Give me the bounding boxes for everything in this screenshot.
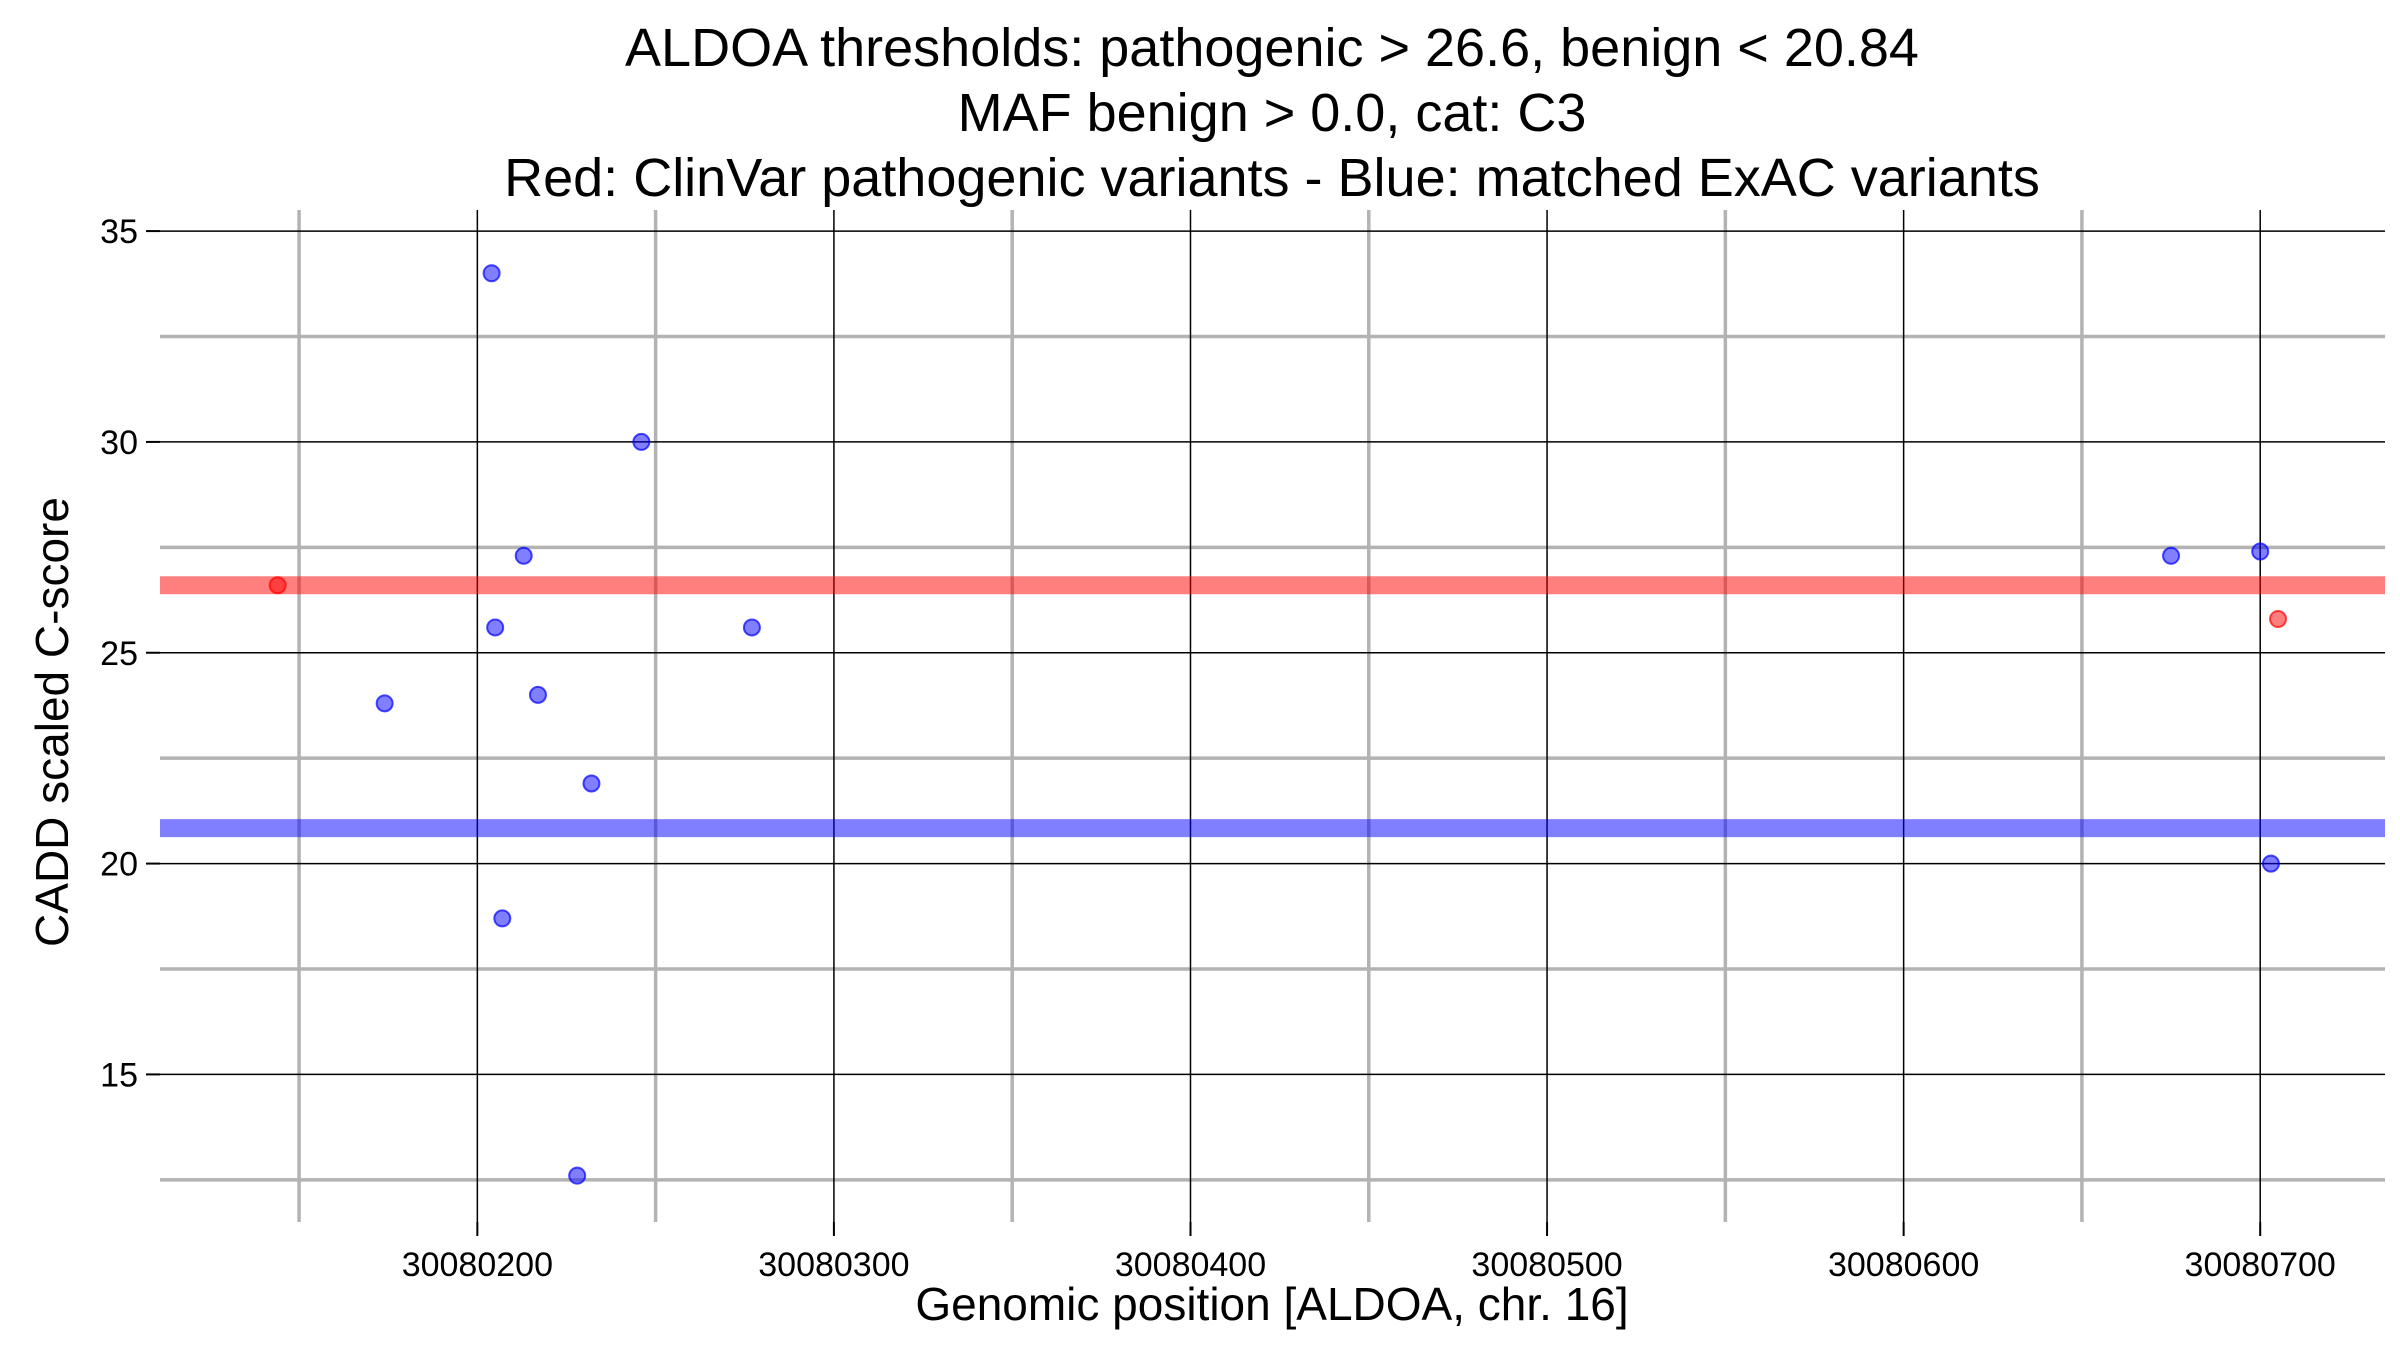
exac-variant-point — [2251, 542, 2270, 561]
x-tick-label: 30080500 — [1471, 1246, 1622, 1284]
x-tick-label: 30080200 — [402, 1246, 553, 1284]
exac-variant-point — [514, 546, 533, 565]
exac-variant-point — [493, 909, 512, 928]
exac-variant-point — [568, 1166, 587, 1185]
x-axis-label: Genomic position [ALDOA, chr. 16] — [915, 1278, 1628, 1330]
y-tick-label: 20 — [100, 846, 138, 884]
y-tick-label: 25 — [100, 635, 138, 673]
y-tick-label: 35 — [100, 213, 138, 251]
minor-gridlines — [160, 210, 2385, 1222]
exac-variant-point — [2261, 854, 2280, 873]
exac-variant-point — [486, 618, 505, 637]
x-axis: 30080200 30080300 30080400 30080500 30080600… — [402, 1222, 2336, 1284]
exac-variant-point — [632, 432, 651, 451]
x-tick-label: 30080700 — [2185, 1246, 2336, 1284]
clinvar-pathogenic-point — [268, 576, 287, 595]
exac-variant-point — [528, 685, 547, 704]
chart-title-line-3: Red: ClinVar pathogenic variants - Blue:… — [504, 148, 2040, 208]
x-tick-label: 30080400 — [1115, 1246, 1266, 1284]
y-tick-label: 30 — [100, 424, 138, 462]
y-axis-label: CADD scaled C-score — [26, 497, 78, 947]
exac-variant-point — [742, 618, 761, 637]
x-tick-label: 30080600 — [1828, 1246, 1979, 1284]
clinvar-pathogenic-point — [2269, 610, 2288, 629]
exac-variant-point — [582, 774, 601, 793]
exac-variant-point — [2162, 546, 2181, 565]
major-gridlines — [160, 210, 2385, 1222]
chart-title-line-2: MAF benign > 0.0, cat: C3 — [958, 83, 1587, 143]
exac-variant-point — [375, 694, 394, 713]
data-points — [268, 264, 2288, 1185]
threshold-lines — [160, 576, 2385, 838]
y-axis: 15 20 25 30 35 — [100, 213, 160, 1094]
exac-variant-point — [482, 264, 501, 283]
chart-title-line-1: ALDOA thresholds: pathogenic > 26.6, ben… — [625, 18, 1919, 78]
y-tick-label: 15 — [100, 1056, 138, 1094]
x-tick-label: 30080300 — [758, 1246, 909, 1284]
